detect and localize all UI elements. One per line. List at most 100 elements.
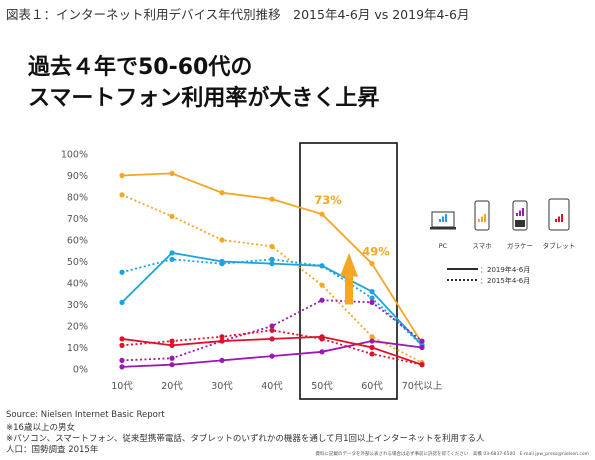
icon-bar <box>442 216 444 222</box>
device-legend-label: PC <box>439 242 448 250</box>
icon-bar <box>481 216 483 222</box>
annotation-label: 49% <box>362 245 390 259</box>
icon-bar <box>445 214 447 222</box>
series-smartphone-2019 <box>119 170 425 346</box>
y-tick-label: 40% <box>67 279 88 290</box>
data-point <box>219 334 225 340</box>
y-tick-label: 60% <box>67 236 88 247</box>
data-point <box>369 295 375 301</box>
figure-title: 図表１：インターネット利用デバイス年代別推移 2015年4-6月 vs 2019… <box>6 7 470 22</box>
source-note: Source: Nielsen Internet Basic Report <box>6 410 165 420</box>
smartphone-icon <box>474 200 490 231</box>
y-tick-label: 50% <box>67 257 88 268</box>
pc-icon <box>430 211 456 230</box>
y-tick-label: 0% <box>73 365 88 376</box>
icon-bar <box>439 219 441 222</box>
data-point <box>169 213 175 219</box>
footnote-population: 人口：国勢調査 2015年 <box>6 445 99 455</box>
data-point <box>119 342 125 348</box>
feature-phone-icon <box>512 200 528 231</box>
headline-line-2: スマートフォン利用率が大きく上昇 <box>28 86 380 111</box>
data-point <box>369 334 375 340</box>
x-tick-label: 40代 <box>261 381 283 392</box>
device-legend-label: スマホ <box>472 242 492 250</box>
data-point <box>419 344 425 351</box>
data-point <box>119 172 125 179</box>
data-point <box>319 263 325 269</box>
data-point <box>369 289 375 295</box>
data-point <box>119 192 125 198</box>
data-point <box>219 338 225 344</box>
data-point <box>169 355 175 361</box>
footnote-age: ※16歳以上の男女 <box>6 423 75 433</box>
data-point <box>369 344 375 351</box>
data-point <box>369 261 375 267</box>
increase-arrow-head <box>340 252 358 277</box>
series-feature_phone-2019 <box>119 338 425 370</box>
footnote-devices: ※パソコン、スマートフォン、従来型携帯電話、タブレットのいずれかの機器を通して月… <box>6 434 485 444</box>
data-point <box>269 243 275 250</box>
data-point <box>119 357 125 363</box>
data-point <box>219 357 225 363</box>
data-point <box>119 364 125 370</box>
highlight-box <box>299 142 398 400</box>
x-tick-label: 20代 <box>161 381 183 392</box>
data-point <box>369 351 375 357</box>
data-point <box>269 323 275 329</box>
data-point <box>169 250 175 256</box>
icon-bar <box>516 213 518 216</box>
headline: 過去４年で50-60代の スマートフォン利用率が大きく上昇 <box>28 52 379 114</box>
data-point <box>369 338 375 344</box>
data-point <box>269 256 275 262</box>
data-point <box>319 297 325 303</box>
period-legend-label: ：2019年4-6月 <box>480 265 530 274</box>
tablet-body <box>548 198 570 231</box>
icon-bar <box>478 219 480 222</box>
x-tick-label: 30代 <box>211 381 233 392</box>
series-tablet-2015 <box>119 327 425 368</box>
data-point <box>319 349 325 355</box>
icon-bar <box>519 210 521 216</box>
device-legend-label: タブレット <box>543 241 576 250</box>
keypad <box>515 220 525 227</box>
data-point <box>219 261 225 267</box>
data-point <box>269 196 275 202</box>
series-pc-2019 <box>119 250 425 348</box>
pc-base <box>430 227 456 230</box>
y-tick-label: 30% <box>67 300 88 311</box>
x-tick-label: 70代以上 <box>402 381 443 392</box>
y-tick-label: 10% <box>67 343 88 354</box>
y-tick-label: 80% <box>67 193 88 204</box>
series-line <box>121 329 423 366</box>
data-point <box>169 338 175 344</box>
y-tick-label: 70% <box>67 214 88 225</box>
data-point <box>119 269 125 275</box>
increase-arrow-shaft <box>345 276 353 305</box>
period-legend-label: ：2015年4-6月 <box>480 276 530 285</box>
data-point <box>269 336 275 342</box>
data-point <box>219 190 225 196</box>
icon-bar <box>484 214 486 222</box>
device-legend-label: ガラケー <box>507 241 533 250</box>
data-point <box>319 336 325 342</box>
data-point <box>419 362 425 368</box>
data-point <box>169 342 175 348</box>
data-point <box>319 282 325 288</box>
icon-bar <box>555 219 557 222</box>
icon-bar <box>558 216 560 222</box>
phone-body <box>474 200 490 231</box>
series-pc-2015 <box>119 256 425 348</box>
data-point <box>169 362 175 368</box>
data-point <box>369 299 375 305</box>
data-point <box>119 299 125 305</box>
data-point <box>119 336 125 342</box>
x-tick-label: 10代 <box>111 381 133 392</box>
y-tick-label: 100% <box>61 150 88 161</box>
data-point <box>319 211 325 217</box>
x-tick-label: 50代 <box>311 381 333 392</box>
y-tick-label: 90% <box>67 171 88 182</box>
x-tick-label: 60代 <box>361 381 383 392</box>
data-point <box>269 353 275 359</box>
device-legend: PC スマホ ガラケー タブレット <box>430 198 576 250</box>
